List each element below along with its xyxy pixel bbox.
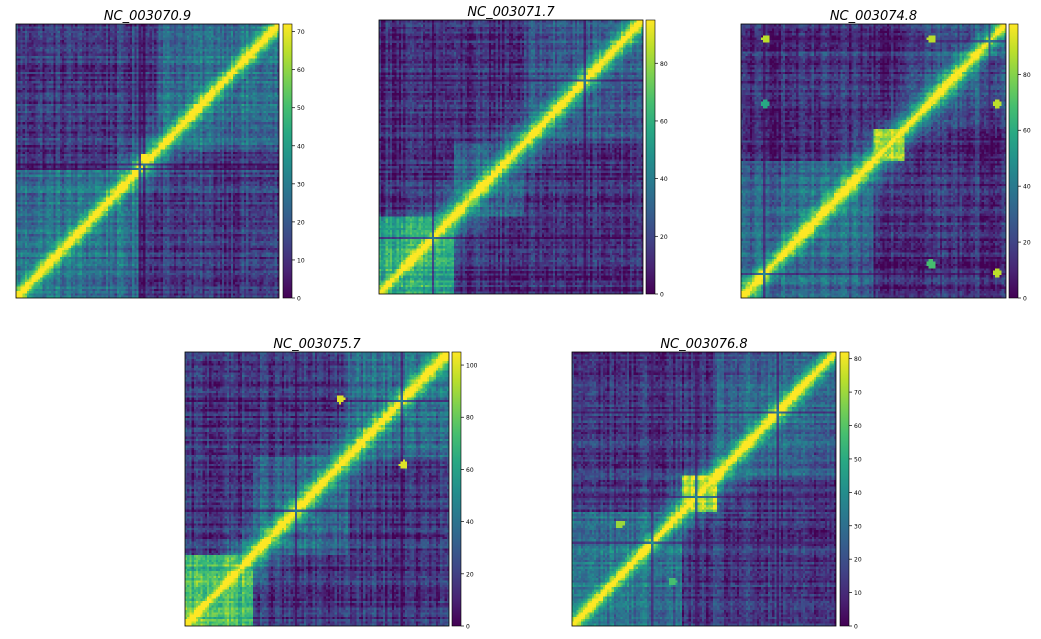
colorbar-tick-label: 40 (854, 490, 862, 497)
colorbar-tick-label: 70 (854, 390, 862, 397)
colorbar (451, 351, 462, 627)
colorbar-tick-label: 0 (1023, 296, 1027, 303)
heatmap-panel-5: NC_003076.8 0 10 20 30 40 50 60 70 80 (571, 337, 862, 631)
colorbar-tick-label: 40 (660, 176, 668, 183)
colorbar-tick-label: 0 (297, 296, 301, 303)
colorbar-tick-label: 20 (297, 219, 305, 226)
heatmap-matrix (185, 352, 449, 626)
heatmap-frame (15, 23, 280, 299)
heatmap-panel-4: NC_003075.7 0 20 40 60 80 100 (184, 337, 478, 631)
colorbar-tick-label: 20 (1023, 240, 1031, 247)
chart-title: NC_003071.7 (467, 5, 555, 20)
colorbar-tick-label: 10 (297, 257, 305, 264)
colorbar-tick-label: 20 (854, 557, 862, 564)
colorbar-tick-label: 40 (466, 519, 474, 526)
colorbar-tick-label: 60 (297, 67, 305, 74)
colorbar-tick-label: 60 (1023, 128, 1031, 135)
heatmap-panel-3: NC_003074.8 0 20 40 60 80 (740, 9, 1031, 303)
chart-title: NC_003076.8 (660, 337, 747, 352)
heatmap-panel-2: NC_003071.7 0 20 40 60 80 (378, 5, 668, 299)
colorbar-tick-label: 0 (660, 292, 664, 299)
heatmap-panel-1: NC_003070.9 0 10 20 30 40 50 60 70 (15, 9, 305, 303)
colorbar-tick-label: 50 (854, 456, 862, 463)
colorbar-tick-label: 60 (854, 423, 862, 430)
colorbar-tick-label: 80 (1023, 72, 1031, 79)
heatmap-frame (184, 351, 450, 627)
heatmap-frame (571, 351, 837, 627)
colorbar-tick-label: 60 (660, 118, 668, 125)
colorbar-tick-label: 80 (466, 415, 474, 422)
heatmap-frame (378, 19, 644, 295)
colorbar-tick-label: 40 (297, 143, 305, 150)
colorbar-tick-label: 80 (854, 356, 862, 363)
colorbar-tick-label: 30 (854, 523, 862, 530)
colorbar-tick-label: 0 (854, 624, 858, 631)
chart-title: NC_003070.9 (104, 9, 191, 24)
colorbar-tick-label: 40 (1023, 184, 1031, 191)
heatmap-matrix (379, 20, 643, 294)
colorbar-tick-label: 10 (854, 590, 862, 597)
colorbar-tick-label: 0 (466, 624, 470, 631)
colorbar (839, 351, 850, 627)
colorbar-tick-label: 70 (297, 29, 305, 36)
colorbar-tick-label: 30 (297, 181, 305, 188)
colorbar (645, 19, 656, 295)
colorbar-tick-label: 80 (660, 61, 668, 68)
colorbar-tick-label: 20 (660, 234, 668, 241)
colorbar-tick-label: 20 (466, 571, 474, 578)
heatmap-matrix (741, 24, 1006, 298)
colorbar (282, 23, 293, 299)
colorbar-tick-label: 60 (466, 467, 474, 474)
heatmap-matrix (572, 352, 836, 626)
colorbar-tick-label: 100 (466, 363, 478, 370)
colorbar-tick-label: 50 (297, 105, 305, 112)
colorbar (1008, 23, 1019, 299)
heatmap-matrix (16, 24, 279, 298)
heatmap-frame (740, 23, 1007, 299)
chart-title: NC_003074.8 (830, 9, 917, 24)
chart-title: NC_003075.7 (273, 337, 361, 352)
